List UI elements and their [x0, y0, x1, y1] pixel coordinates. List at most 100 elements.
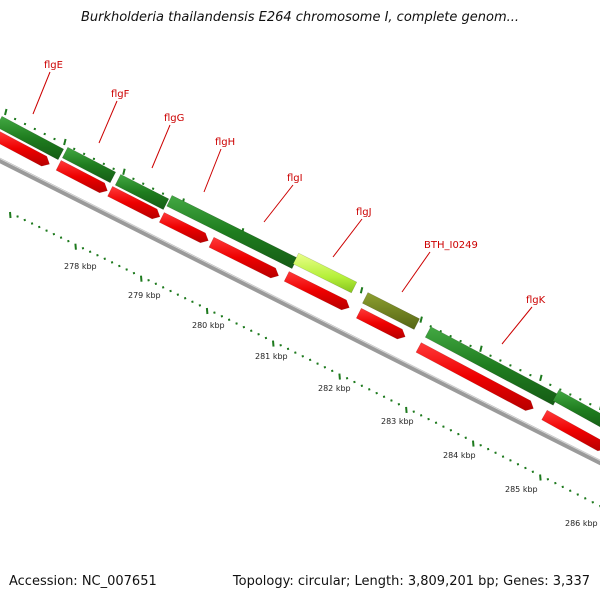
tick-mark	[112, 167, 115, 171]
gene-label-bth_i0249[interactable]: BTH_I0249	[424, 240, 478, 251]
tick-mark	[23, 122, 27, 126]
tick-mark	[43, 132, 46, 136]
cds-arrow[interactable]	[415, 342, 534, 411]
tick-mark	[9, 211, 12, 219]
tick-mark	[509, 364, 512, 367]
tick-mark	[375, 391, 378, 395]
gene-label-flgg[interactable]: flgG	[164, 113, 184, 124]
gene-segment[interactable]	[166, 195, 298, 269]
tick-mark	[308, 358, 312, 362]
tick-mark	[569, 393, 572, 396]
tick-mark	[472, 440, 475, 447]
tick-mark	[82, 152, 86, 156]
tick-mark	[524, 466, 527, 470]
tick-mark	[191, 300, 194, 304]
callout-leader-line	[32, 71, 51, 115]
tick-mark	[72, 147, 76, 151]
cds-arrow[interactable]	[158, 212, 209, 244]
tick-mark	[405, 406, 408, 413]
tick-mark	[509, 459, 512, 462]
cds-arrow[interactable]	[55, 160, 108, 194]
tick-mark	[429, 325, 432, 328]
tick-mark	[52, 232, 56, 236]
kbp-label: 285 kbp	[505, 485, 538, 494]
tick-mark	[257, 333, 260, 336]
tick-mark	[554, 481, 557, 485]
gene-label-flgj[interactable]: flgJ	[356, 207, 372, 218]
tick-mark	[331, 369, 334, 373]
gene-segment[interactable]	[552, 389, 600, 430]
tick-mark	[102, 162, 106, 166]
gene-label-flgf[interactable]: flgF	[111, 89, 130, 100]
tick-mark	[220, 314, 224, 318]
tick-mark	[140, 275, 143, 282]
tick-mark	[169, 289, 172, 293]
tick-mark	[227, 318, 231, 322]
cds-arrow[interactable]	[283, 271, 350, 311]
tick-mark	[419, 414, 423, 417]
cds-arrow[interactable]	[541, 409, 600, 452]
gene-label-flge[interactable]: flgE	[44, 60, 63, 71]
tick-mark	[88, 250, 92, 253]
map-title: Burkholderia thailandensis E264 chromoso…	[80, 10, 520, 25]
cds-arrow[interactable]	[107, 186, 161, 220]
tick-mark	[382, 395, 386, 399]
tick-mark	[183, 296, 187, 300]
tick-mark	[559, 388, 562, 391]
tick-mark	[494, 451, 497, 455]
callout-leader-line	[263, 184, 294, 223]
tick-mark	[132, 271, 136, 275]
tick-mark	[13, 117, 17, 121]
cds-feature-track	[0, 131, 600, 452]
kbp-label: 286 kbp	[565, 519, 598, 528]
tick-mark	[242, 325, 246, 329]
tick-mark	[38, 225, 41, 229]
kbp-label: 281 kbp	[255, 352, 288, 361]
tick-mark	[122, 168, 126, 176]
tick-mark	[419, 316, 423, 323]
tick-mark	[469, 344, 472, 348]
tick-mark	[235, 322, 238, 325]
gene-segment[interactable]	[114, 174, 170, 210]
cds-arrow[interactable]	[355, 307, 406, 340]
cds-arrow[interactable]	[0, 131, 50, 167]
tick-mark	[132, 177, 135, 181]
tick-mark	[264, 336, 268, 340]
tick-mark	[539, 474, 542, 481]
gene-label-flgh[interactable]: flgH	[215, 137, 235, 148]
gene-label-flgi[interactable]: flgI	[287, 173, 303, 184]
tick-mark	[301, 355, 304, 358]
callout-leader-line	[401, 251, 431, 293]
tick-mark	[250, 329, 253, 332]
tick-mark	[479, 345, 483, 353]
kbp-label: 283 kbp	[381, 417, 414, 426]
tick-mark	[4, 108, 8, 116]
gene-segment[interactable]	[362, 292, 420, 330]
gene-label-flgk[interactable]: flgK	[526, 295, 546, 306]
tick-mark	[294, 351, 297, 354]
tick-mark	[412, 410, 415, 413]
tick-mark	[539, 374, 543, 382]
gene-segment[interactable]	[424, 326, 560, 406]
gene-segment[interactable]	[292, 252, 358, 294]
tick-mark	[368, 388, 371, 391]
kbp-label: 279 kbp	[128, 291, 161, 300]
tick-mark	[353, 380, 356, 384]
cds-arrow[interactable]	[208, 236, 279, 279]
tick-mark	[338, 373, 341, 380]
gene-segment[interactable]	[61, 146, 117, 184]
tick-mark	[205, 307, 209, 315]
gene-segment[interactable]	[0, 115, 65, 161]
tick-mark	[501, 455, 505, 458]
tick-mark	[486, 447, 490, 451]
tick-mark	[53, 137, 56, 141]
tick-mark	[479, 444, 482, 447]
tick-mark	[161, 192, 165, 195]
tick-mark	[427, 417, 430, 421]
tick-mark	[30, 222, 34, 225]
tick-mark	[198, 304, 202, 307]
tick-mark	[546, 478, 550, 481]
tick-mark	[449, 429, 453, 432]
tick-mark	[125, 268, 128, 271]
